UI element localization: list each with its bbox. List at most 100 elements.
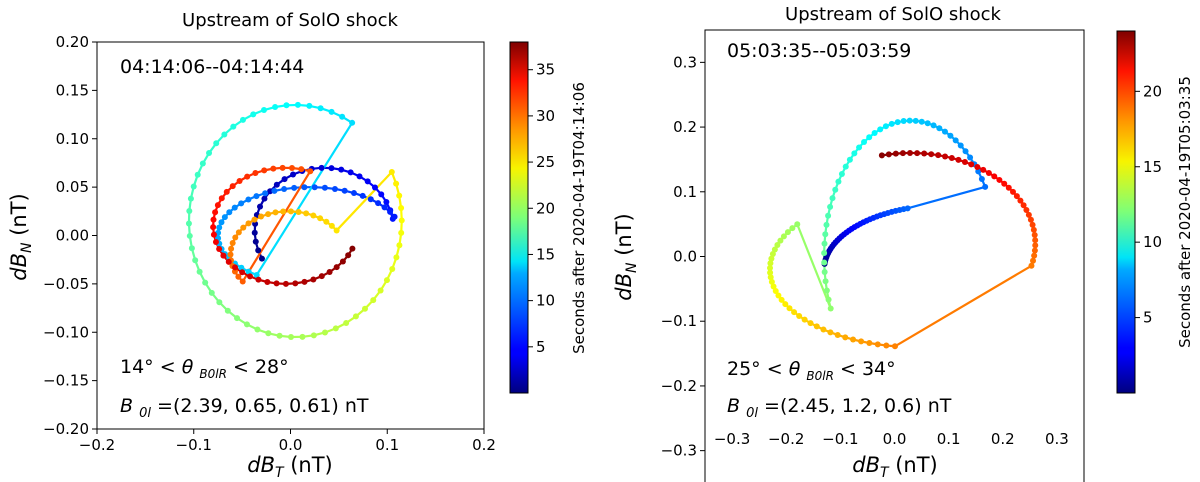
left-data-point — [317, 215, 324, 222]
right-data-point — [1030, 257, 1037, 264]
right-data-point — [794, 221, 801, 228]
left-data-point — [341, 187, 348, 194]
right-data-point — [907, 149, 914, 156]
right-data-point — [771, 246, 778, 253]
left-theta-lower: 14° — [120, 356, 154, 378]
left-data-point — [328, 108, 335, 115]
left-data-point — [270, 165, 277, 172]
right-data-point — [1023, 207, 1030, 214]
left-data-point — [245, 196, 252, 203]
right-x-tick-label: −0.1 — [822, 430, 858, 448]
right-data-point — [823, 221, 830, 228]
left-data-point — [273, 181, 280, 188]
left-data-point — [210, 224, 217, 231]
right-data-point — [772, 288, 779, 295]
right-data-point — [822, 278, 829, 285]
right-data-point — [1031, 247, 1038, 254]
right-data-point — [767, 260, 774, 267]
right-colorbar — [1116, 30, 1136, 394]
right-data-point — [767, 269, 774, 276]
left-data-point — [247, 273, 254, 280]
right-data-point — [957, 142, 964, 149]
right-data-point — [784, 229, 791, 236]
right-data-point — [769, 251, 776, 258]
right-data-point — [866, 340, 873, 347]
left-data-point — [378, 191, 385, 198]
left-data-point — [192, 257, 199, 264]
right-data-point — [1001, 180, 1008, 187]
right-data-point — [834, 331, 841, 338]
left-theta-range: 14° < θ B0lR < 28° — [120, 356, 289, 383]
left-data-point — [235, 229, 242, 236]
right-y-tick-label: 0.3 — [673, 53, 697, 71]
left-data-point — [281, 186, 288, 193]
left-data-point — [253, 271, 260, 278]
right-data-point — [885, 151, 892, 158]
right-data-point — [850, 336, 857, 343]
right-data-point — [878, 152, 885, 159]
right-b0-value: =(2.45, 1.2, 0.6) nT — [764, 395, 952, 417]
left-data-point — [332, 325, 339, 332]
left-data-point — [250, 111, 257, 118]
left-data-point — [383, 277, 390, 284]
right-data-points — [766, 117, 1039, 350]
left-data-point — [238, 200, 245, 207]
left-data-point — [254, 326, 261, 333]
right-y-tick-label: −0.1 — [661, 312, 697, 330]
left-data-point — [287, 208, 294, 215]
left-x-tick-label: −0.1 — [176, 436, 212, 454]
right-data-point — [823, 287, 830, 294]
left-data-point — [229, 183, 236, 190]
left-data-point — [218, 219, 225, 226]
left-data-point — [258, 255, 265, 262]
left-data-point — [194, 171, 201, 178]
right-data-point — [892, 150, 899, 157]
left-data-point — [371, 184, 378, 191]
left-y-tick-label: −0.15 — [43, 372, 89, 390]
left-data-point — [292, 280, 299, 287]
right-data-point — [904, 205, 911, 212]
right-data-point — [807, 320, 814, 327]
right-data-point — [821, 250, 828, 257]
left-data-point — [212, 238, 219, 245]
left-data-point — [236, 177, 243, 184]
left-y-tick-label: 0.20 — [56, 33, 89, 51]
right-time-range: 05:03:35--05:03:59 — [727, 40, 911, 62]
left-data-point — [252, 238, 259, 245]
right-data-point — [1030, 226, 1037, 233]
left-trajectory-segment — [335, 171, 393, 232]
right-data-point — [1032, 237, 1039, 244]
left-data-point — [388, 168, 395, 175]
left-y-tick-label: 0.05 — [56, 178, 89, 196]
left-data-point — [375, 200, 382, 207]
left-x-axis-label: dBT (nT) — [247, 453, 333, 481]
left-data-point — [290, 171, 297, 178]
left-data-point — [208, 289, 215, 296]
left-data-point — [213, 140, 220, 147]
left-data-point — [307, 168, 314, 175]
left-data-point — [359, 192, 366, 199]
left-colorbar-ticks: 5 10 15 20 25 30 35 — [528, 61, 555, 356]
right-data-point — [900, 118, 907, 125]
left-data-point — [251, 216, 258, 223]
left-data-point — [350, 190, 357, 197]
left-data-point — [389, 265, 396, 272]
left-data-point — [239, 116, 246, 123]
right-data-point — [856, 144, 863, 151]
left-data-point — [210, 216, 217, 223]
right-data-point — [1032, 242, 1039, 249]
left-data-point — [245, 220, 252, 227]
right-data-point — [821, 259, 828, 266]
left-data-point — [188, 245, 195, 252]
left-data-point — [339, 113, 346, 120]
left-data-point — [267, 188, 274, 195]
left-data-point — [393, 180, 400, 187]
left-y-axis-label: dBN (nT) — [7, 193, 35, 280]
left-data-point — [398, 217, 405, 224]
left-colorbar-tick-label: 20 — [536, 199, 555, 217]
right-data-point — [883, 342, 890, 349]
right-data-point — [874, 341, 881, 348]
left-data-point — [321, 184, 328, 191]
right-y-tick-label: 0.1 — [673, 183, 697, 201]
right-data-point — [780, 233, 787, 240]
